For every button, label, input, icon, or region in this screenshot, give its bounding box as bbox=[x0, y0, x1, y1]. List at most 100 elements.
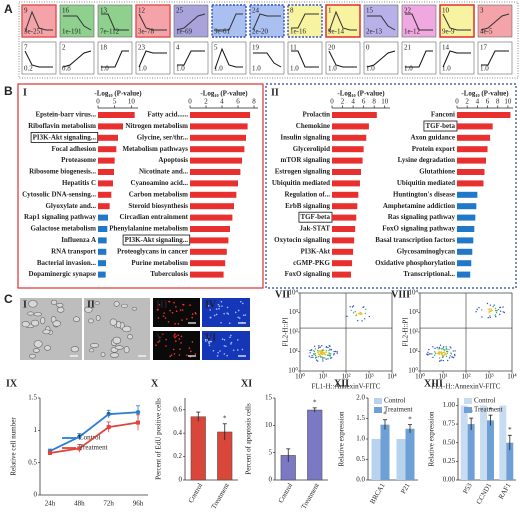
y-tick-label: 1.0 bbox=[356, 435, 365, 443]
nucleus bbox=[215, 313, 218, 316]
event bbox=[355, 314, 357, 317]
cell bbox=[50, 299, 58, 305]
significance: * bbox=[107, 411, 111, 419]
event bbox=[443, 350, 446, 352]
nucleus bbox=[223, 338, 226, 341]
bar bbox=[332, 191, 359, 198]
event bbox=[436, 352, 439, 355]
pathway-label: Rap1 signaling pathway bbox=[24, 213, 96, 221]
chart-label: IX bbox=[6, 378, 18, 389]
event bbox=[442, 356, 444, 358]
event bbox=[488, 311, 490, 314]
profile-id: 7 bbox=[24, 44, 28, 52]
panel-label: B bbox=[4, 84, 13, 98]
series-line bbox=[49, 411, 139, 452]
event bbox=[428, 348, 430, 351]
pathway-label: Apoptosis bbox=[158, 156, 188, 164]
profile-p: 1e-16 bbox=[290, 28, 306, 36]
bar bbox=[190, 260, 226, 267]
nucleus bbox=[158, 336, 161, 339]
profile-box bbox=[249, 41, 285, 75]
pathway-label: TGF-beta bbox=[300, 213, 330, 221]
event bbox=[478, 306, 480, 309]
pathway-panel bbox=[17, 83, 264, 289]
event bbox=[426, 353, 428, 355]
pathway-label: Dopaminergic synapse bbox=[29, 270, 96, 278]
cell bbox=[122, 325, 132, 333]
nucleus bbox=[232, 349, 235, 352]
pathway-label: Ubiquitin mediated bbox=[397, 179, 455, 187]
series-line bbox=[49, 421, 139, 454]
profile-p: 1.0 bbox=[404, 65, 413, 73]
profile-id: 20 bbox=[328, 44, 336, 52]
pathway-label: Oxidative phosphorylation bbox=[375, 259, 455, 267]
nucleus bbox=[212, 349, 215, 352]
profile-box bbox=[21, 4, 57, 38]
x-tick-label: Treatment bbox=[300, 482, 321, 511]
bar bbox=[98, 191, 112, 198]
tick-label: 6 bbox=[236, 98, 240, 106]
cell bbox=[100, 352, 106, 358]
cell bbox=[33, 312, 42, 317]
bar bbox=[332, 169, 361, 175]
event bbox=[319, 350, 321, 352]
profile-box bbox=[439, 41, 475, 75]
profile-line bbox=[177, 50, 205, 66]
pathway-label: Axon guidance bbox=[410, 133, 455, 141]
nucleus bbox=[217, 303, 220, 306]
x-tick-label: 10⁴ bbox=[387, 373, 397, 381]
bar bbox=[190, 203, 234, 210]
pathway-label: PI3K-Akt bbox=[300, 247, 330, 255]
tick-label: 0 bbox=[188, 98, 192, 106]
x-tick-label: RAF1 bbox=[497, 481, 513, 500]
profile-line bbox=[215, 13, 243, 31]
event bbox=[499, 313, 501, 316]
profile-box bbox=[325, 4, 361, 38]
profile-p: 1.0 bbox=[328, 65, 337, 73]
profile-line bbox=[24, 50, 53, 68]
nucleus bbox=[207, 305, 210, 307]
significance: * bbox=[408, 415, 412, 423]
significance: * bbox=[383, 410, 387, 418]
nucleus bbox=[165, 345, 167, 347]
profile-box bbox=[59, 4, 95, 38]
cell bbox=[89, 348, 95, 353]
bar bbox=[98, 146, 117, 153]
bar bbox=[190, 248, 227, 255]
marker bbox=[77, 446, 82, 451]
y-tick-label: 1.5 bbox=[28, 394, 37, 402]
pathway-label: Glyoxylate and... bbox=[45, 202, 96, 210]
nucleus bbox=[237, 309, 240, 312]
y-tick-label: 0 bbox=[179, 476, 183, 484]
profile-p: 0.2 bbox=[24, 65, 33, 73]
profile-id: 21 bbox=[404, 44, 412, 52]
event bbox=[346, 315, 348, 318]
pathway-label: Nitrogen metabolism bbox=[125, 122, 188, 130]
profile-line bbox=[405, 50, 433, 68]
pathway-label: Hepatitis C bbox=[62, 179, 96, 187]
flow-ylabel: FL2-H::PI bbox=[282, 317, 290, 347]
bar bbox=[98, 248, 107, 255]
profile-box bbox=[211, 4, 247, 38]
cell bbox=[84, 306, 93, 313]
tick-label: 2 bbox=[465, 98, 469, 106]
event bbox=[321, 349, 324, 351]
y-tick-label: 0.4 bbox=[173, 429, 182, 437]
pathway-label: Proteoglycans in cancer bbox=[117, 247, 188, 255]
event bbox=[360, 313, 363, 316]
event bbox=[329, 355, 331, 357]
bar bbox=[332, 180, 360, 187]
event bbox=[441, 353, 443, 355]
event bbox=[489, 315, 491, 317]
bar bbox=[98, 271, 106, 278]
bar bbox=[332, 214, 357, 221]
event bbox=[495, 315, 497, 318]
bar bbox=[405, 428, 415, 480]
chart-label: XI bbox=[241, 378, 252, 389]
event bbox=[444, 353, 446, 355]
profile-box bbox=[287, 41, 323, 75]
profile-line bbox=[176, 13, 206, 31]
bar bbox=[190, 123, 248, 130]
event bbox=[499, 310, 502, 312]
cell bbox=[29, 353, 36, 359]
